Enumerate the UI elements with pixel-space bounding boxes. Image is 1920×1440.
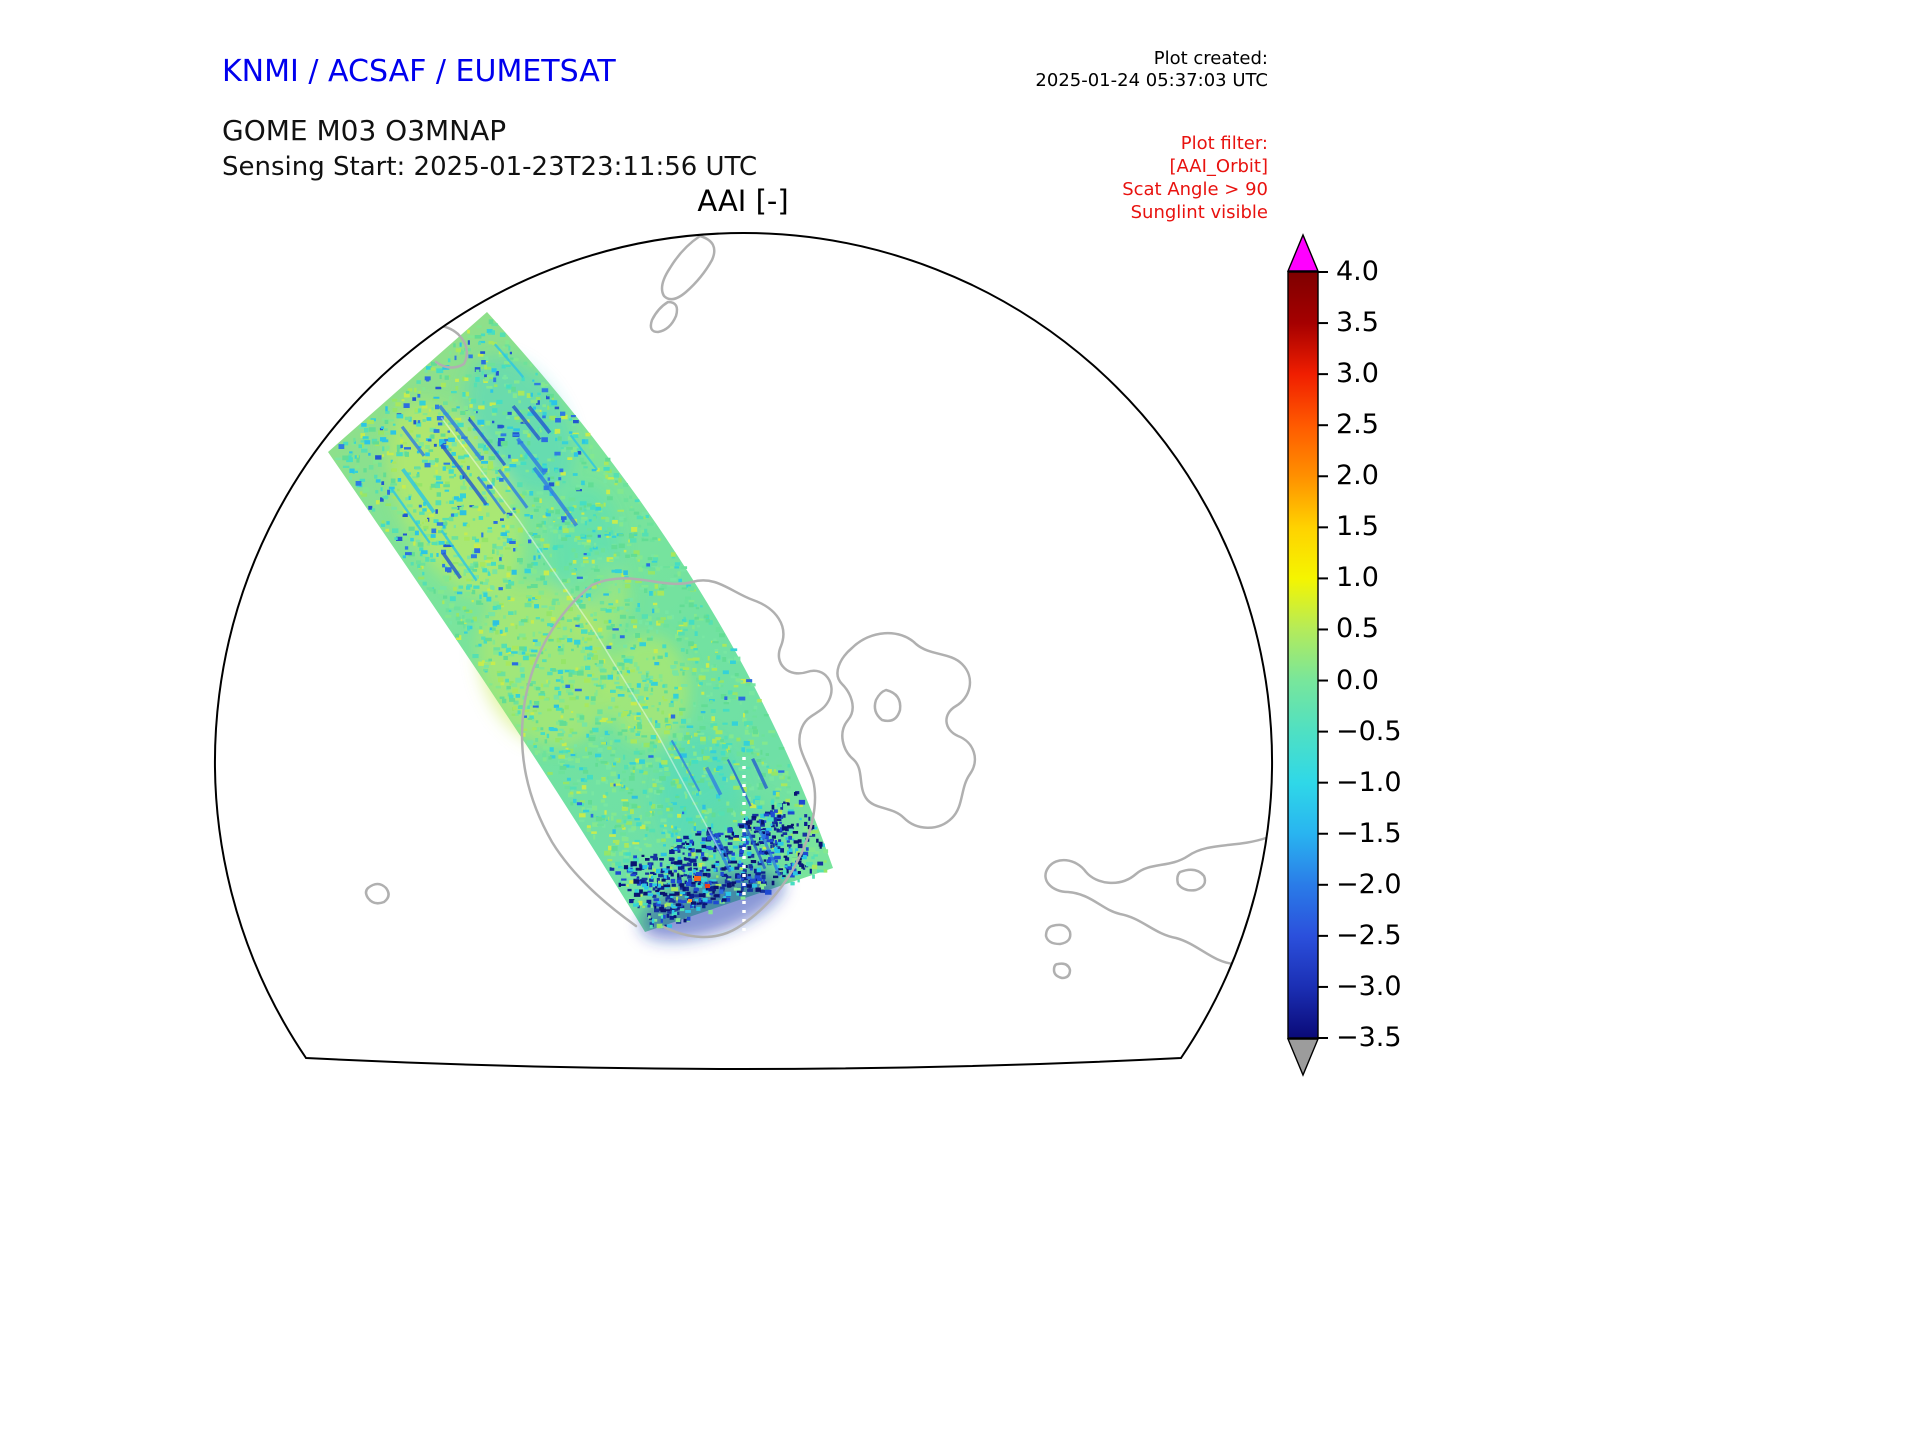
coastline	[1044, 836, 1272, 994]
colorbar-tick-label: −0.5	[1336, 715, 1402, 747]
swath-speckles	[335, 319, 829, 929]
plot-created: Plot created: 2025-01-24 05:37:03 UTC	[1035, 48, 1268, 92]
plot-filter-line: Scat Angle > 90	[1122, 179, 1268, 200]
coastline	[1044, 923, 1072, 946]
colorbar-tick-label: 3.0	[1336, 358, 1379, 390]
colorbar-tick-label: 2.0	[1336, 460, 1379, 492]
plot-filter-line: Sunglint visible	[1130, 202, 1268, 223]
colorbar-tick-label: 0.5	[1336, 613, 1379, 645]
colorbar-tick-label: 4.0	[1336, 256, 1379, 287]
map-background	[214, 233, 1272, 1069]
orbit-swath	[328, 312, 833, 941]
product-title: GOME M03 O3MNAP	[222, 114, 507, 147]
coastline	[873, 688, 902, 723]
plot-filter: Plot filter: [AAI_Orbit] Scat Angle > 90…	[1122, 132, 1268, 224]
colorbar-tick-label: 1.5	[1336, 511, 1379, 543]
colorbar-tick-label: −1.5	[1336, 817, 1402, 849]
colorbar-tick-label: −2.0	[1336, 868, 1402, 900]
plot-filter-line: [AAI_Orbit]	[1169, 156, 1268, 177]
plot-created-value: 2025-01-24 05:37:03 UTC	[1035, 70, 1268, 91]
colorbar-over-arrow	[1286, 233, 1320, 272]
colorbar-tick-label: −1.0	[1336, 766, 1402, 798]
plot-created-label: Plot created:	[1153, 48, 1268, 69]
colorbar-tick-label: 1.0	[1336, 562, 1379, 594]
coastlines	[364, 234, 1272, 994]
coastline	[836, 631, 977, 829]
sensing-start-label: Sensing Start: 2025-01-23T23:11:56 UTC	[222, 152, 758, 182]
colorbar-gradient	[1287, 271, 1319, 1039]
colorbar-tick-label: 0.0	[1336, 664, 1379, 696]
colorbar-tick-label: 2.5	[1336, 409, 1379, 441]
swath-high-values	[688, 876, 710, 902]
colorbar-ticks	[1318, 271, 1328, 1039]
map-boundary	[214, 232, 1273, 1070]
coastline	[660, 234, 716, 301]
colorbar	[1286, 233, 1328, 1077]
map-title: AAI [-]	[697, 184, 789, 218]
agency-title: KNMI / ACSAF / EUMETSAT	[222, 54, 616, 89]
coastline	[590, 577, 833, 939]
coastline	[520, 583, 638, 928]
coastline	[1052, 962, 1072, 980]
swath-streaks	[390, 343, 782, 877]
colorbar-tick-label: −2.5	[1336, 919, 1402, 951]
colorbar-tick-label: −3.5	[1336, 1022, 1402, 1053]
colorbar-tick-label: −3.0	[1336, 970, 1402, 1002]
colorbar-under-arrow	[1286, 1038, 1320, 1077]
coastline	[649, 300, 679, 334]
plot-filter-line: Plot filter:	[1180, 133, 1268, 154]
colorbar-tick-label: 3.5	[1336, 307, 1379, 339]
coastline	[1176, 868, 1207, 892]
coastline	[364, 882, 390, 905]
